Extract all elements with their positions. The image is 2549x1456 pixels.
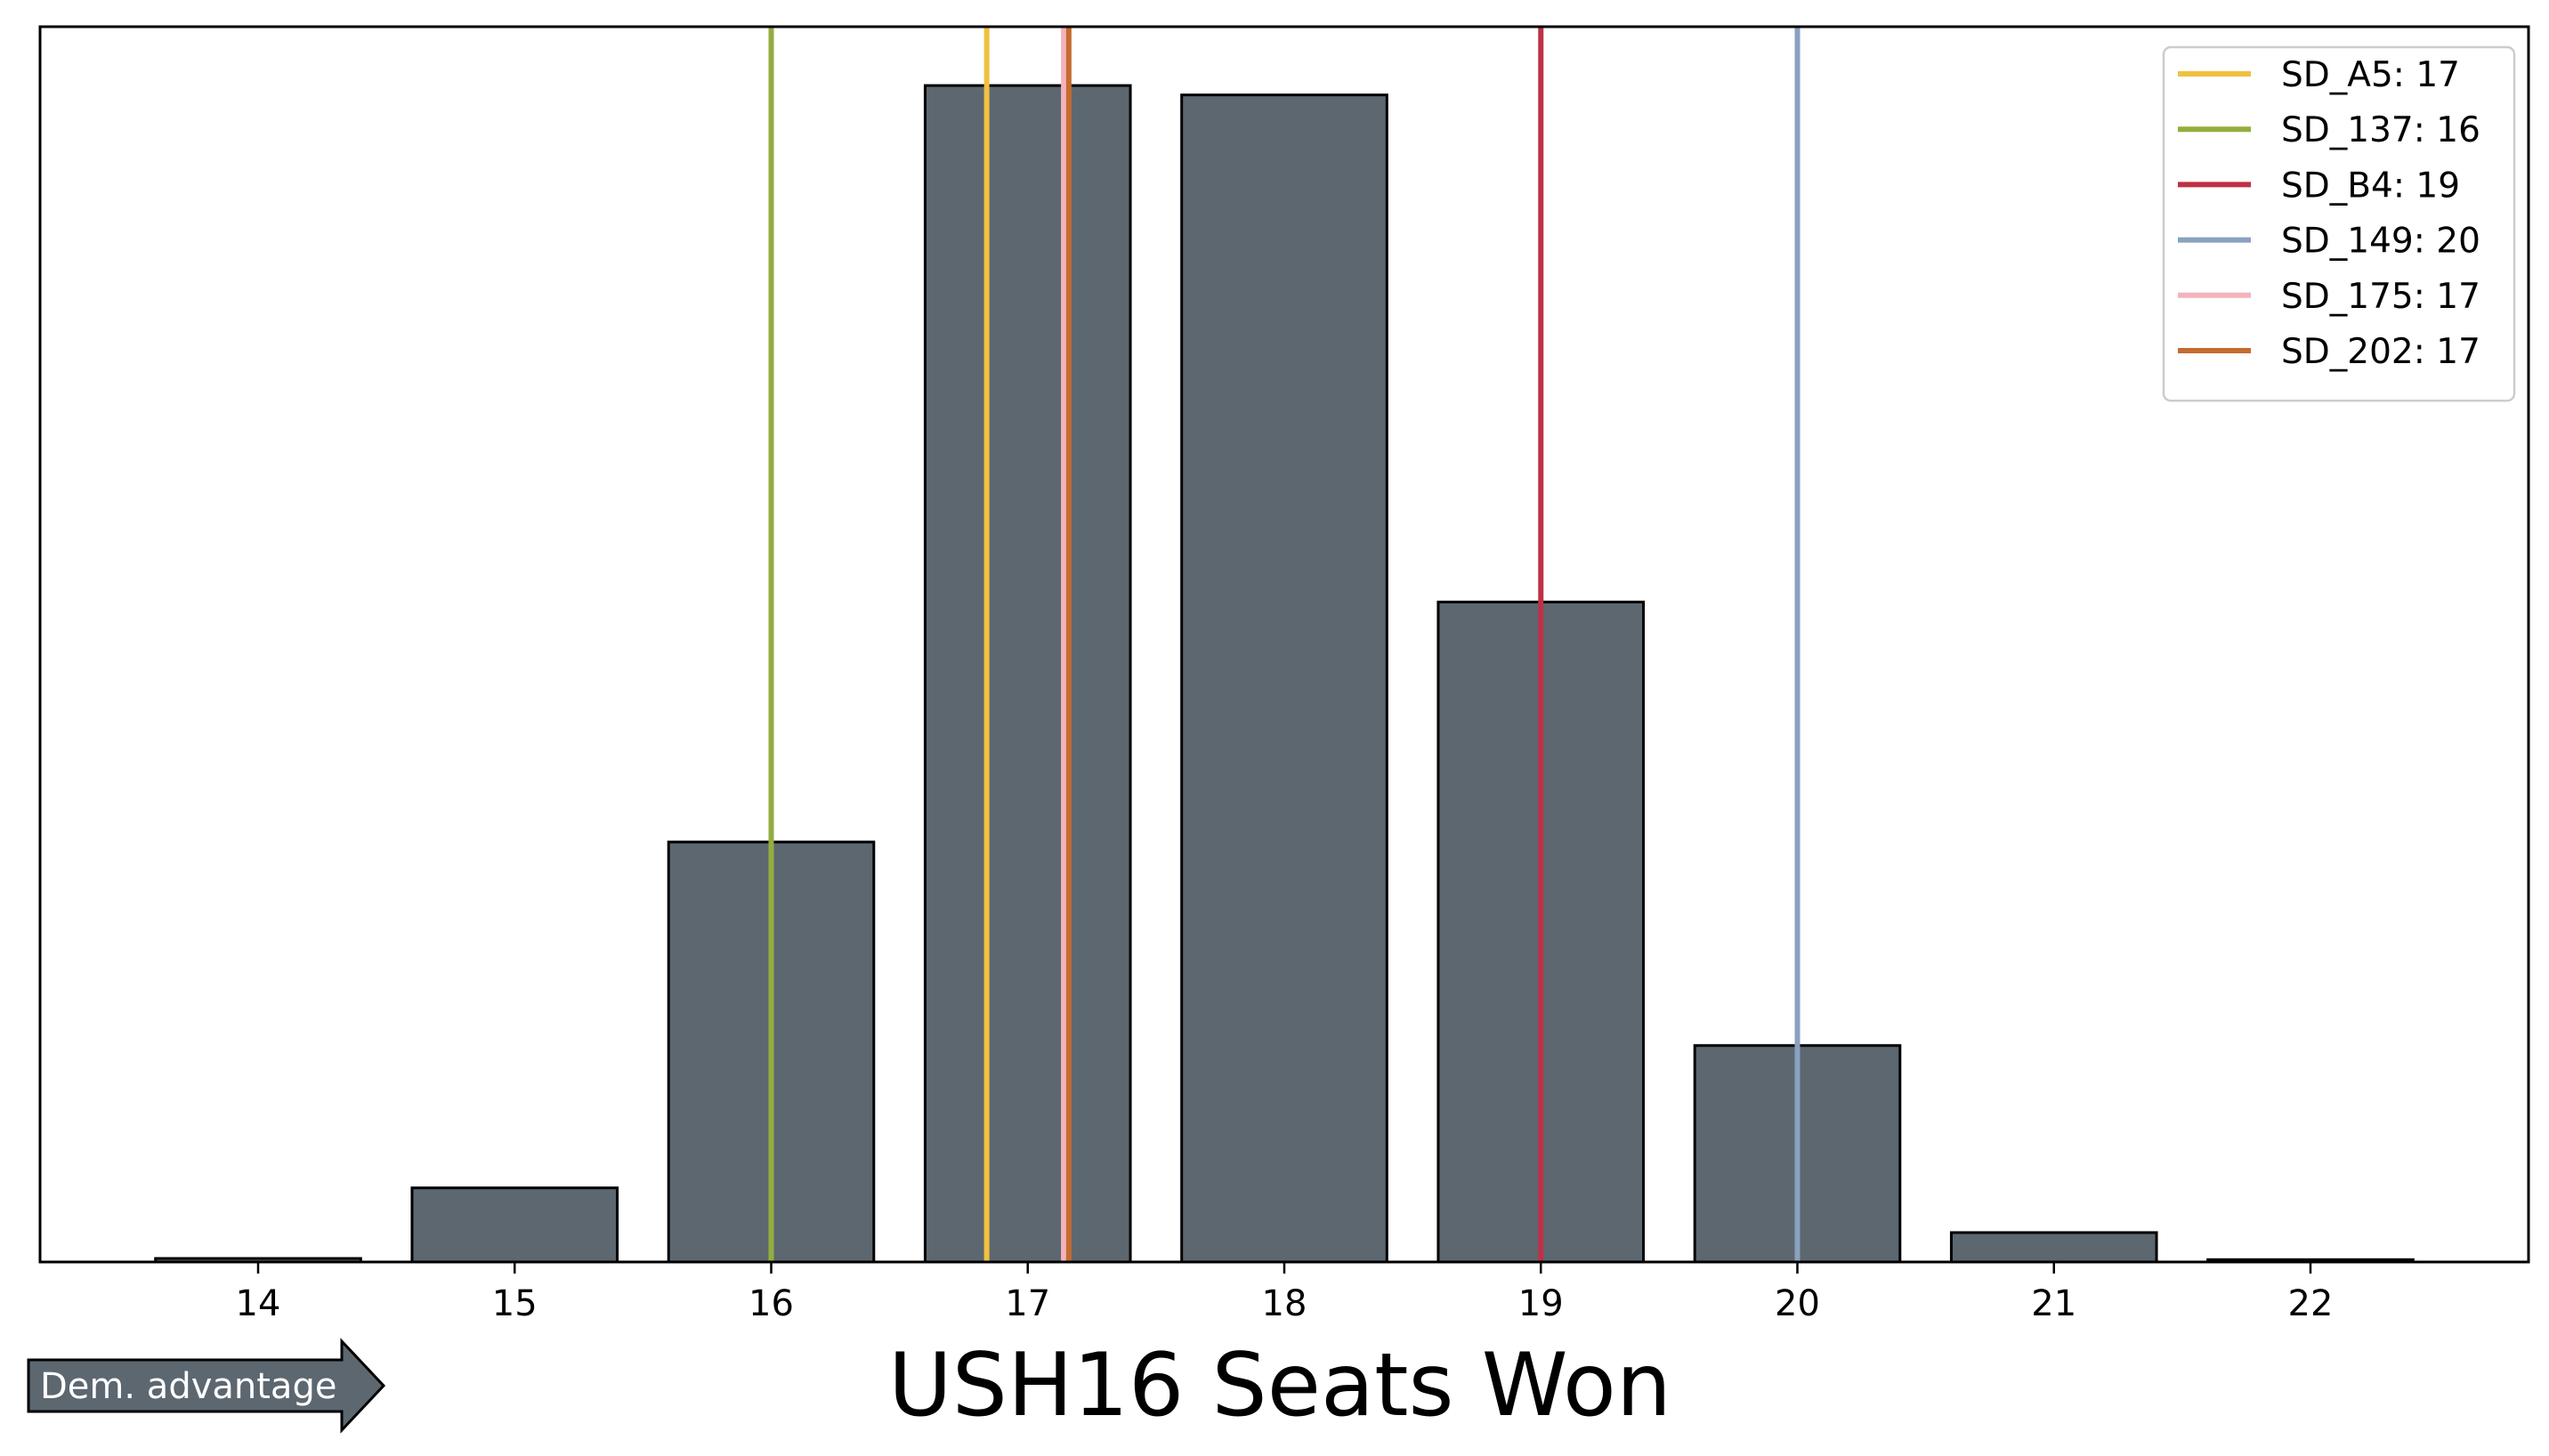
legend-label: SD_202: 17 [2281, 332, 2480, 372]
reference-lines-layer [768, 27, 1800, 1262]
x-tick-label: 16 [749, 1283, 794, 1324]
x-tick-label: 19 [1518, 1283, 1564, 1324]
arrow-shape [27, 1338, 386, 1434]
legend-label: SD_B4: 19 [2281, 166, 2460, 206]
legend-label: SD_149: 20 [2281, 222, 2480, 262]
bar-21 [1949, 1231, 2158, 1264]
legend-label: SD_175: 17 [2281, 277, 2480, 317]
x-tick-label: 20 [1775, 1283, 1820, 1324]
x-axis-label: USH16 Seats Won [888, 1335, 1671, 1436]
bars-layer [154, 84, 2415, 1264]
x-tick-label: 22 [2288, 1283, 2334, 1324]
x-tick-label: 17 [1005, 1283, 1050, 1324]
x-tick-label: 14 [236, 1283, 281, 1324]
bar-18 [1180, 93, 1388, 1264]
bar-15 [410, 1186, 619, 1264]
x-tick-label: 15 [492, 1283, 538, 1324]
x-tick-label: 18 [1262, 1283, 1307, 1324]
bar-17 [923, 84, 1132, 1264]
x-axis-ticks: 14 15 16 17 18 19 20 21 22 [236, 1262, 2334, 1324]
legend-box [2162, 45, 2516, 402]
legend-label: SD_A5: 17 [2281, 55, 2460, 95]
dem-advantage-label: Dem. advantage [40, 1366, 336, 1407]
dem-advantage-arrow: Dem. advantage [27, 1338, 386, 1434]
legend-label: SD_137: 16 [2281, 110, 2480, 150]
legend: SD_A5: 17 SD_137: 16 SD_B4: 19 SD_149: 20 SD… [2162, 45, 2516, 402]
x-tick-label: 21 [2031, 1283, 2076, 1324]
